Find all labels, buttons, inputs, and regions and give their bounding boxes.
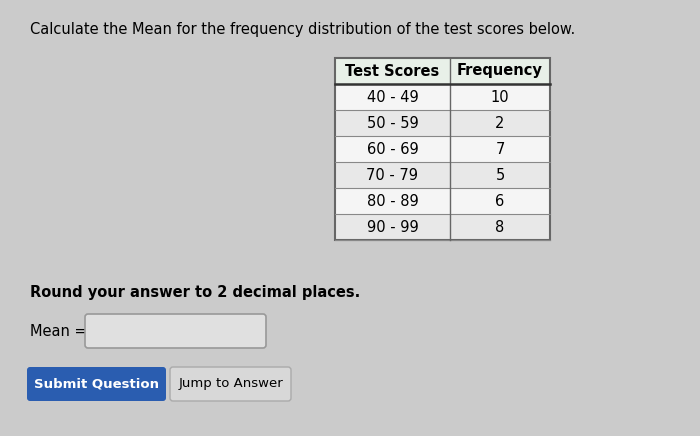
FancyBboxPatch shape	[27, 367, 166, 401]
Text: Jump to Answer: Jump to Answer	[178, 378, 283, 391]
Bar	[335, 58, 550, 84]
Text: Calculate the Mean for the frequency distribution of the test scores below.: Calculate the Mean for the frequency dis…	[30, 22, 575, 37]
Text: 5: 5	[496, 167, 505, 183]
FancyBboxPatch shape	[85, 314, 266, 348]
Text: Frequency: Frequency	[457, 64, 543, 78]
Text: 60 - 69: 60 - 69	[367, 142, 419, 157]
Text: 8: 8	[496, 219, 505, 235]
Text: 50 - 59: 50 - 59	[367, 116, 419, 130]
Text: Submit Question: Submit Question	[34, 378, 159, 391]
Text: 7: 7	[496, 142, 505, 157]
Text: 10: 10	[491, 89, 510, 105]
Text: 80 - 89: 80 - 89	[367, 194, 419, 208]
Bar	[335, 136, 550, 162]
Text: 6: 6	[496, 194, 505, 208]
Text: 70 - 79: 70 - 79	[367, 167, 419, 183]
Text: Test Scores: Test Scores	[345, 64, 440, 78]
Bar	[335, 214, 550, 240]
Bar	[335, 162, 550, 188]
Bar	[335, 188, 550, 214]
Text: Round your answer to 2 decimal places.: Round your answer to 2 decimal places.	[30, 285, 361, 300]
Text: 90 - 99: 90 - 99	[367, 219, 419, 235]
Text: Mean =: Mean =	[30, 324, 87, 338]
Text: 40 - 49: 40 - 49	[367, 89, 419, 105]
Bar	[335, 110, 550, 136]
FancyBboxPatch shape	[170, 367, 291, 401]
Text: 2: 2	[496, 116, 505, 130]
Bar	[335, 58, 550, 240]
Bar	[335, 84, 550, 110]
